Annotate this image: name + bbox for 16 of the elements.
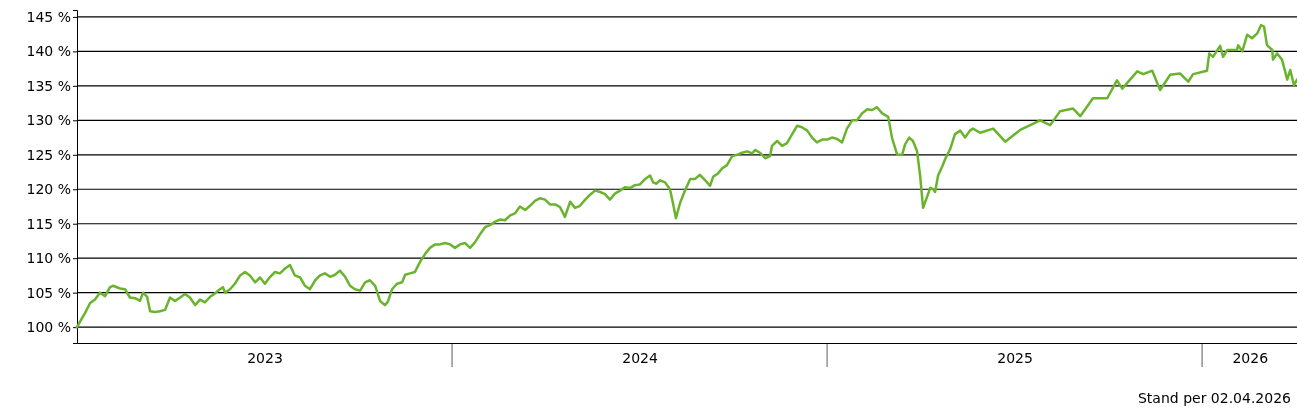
line-series [75, 23, 1297, 329]
x-tick-label: 2025 [997, 349, 1033, 366]
x-tick-label: 2023 [247, 349, 283, 366]
y-tick-label: 145 % [26, 8, 71, 25]
y-tick-label: 125 % [26, 146, 71, 163]
x-tick-label: 2024 [622, 349, 658, 366]
y-tick-label: 105 % [26, 284, 71, 301]
y-tick-label: 130 % [26, 112, 71, 129]
y-tick-label: 120 % [26, 181, 71, 198]
y-tick-label: 110 % [26, 250, 71, 267]
x-tick-label: 2026 [1232, 349, 1269, 366]
y-tick-label: 115 % [26, 215, 71, 232]
y-tick-label: 100 % [26, 319, 71, 336]
text: Stand per 02.04.2026 [1137, 390, 1292, 406]
y-tick-label: 140 % [26, 43, 71, 60]
y-tick-label: 135 % [26, 77, 71, 94]
